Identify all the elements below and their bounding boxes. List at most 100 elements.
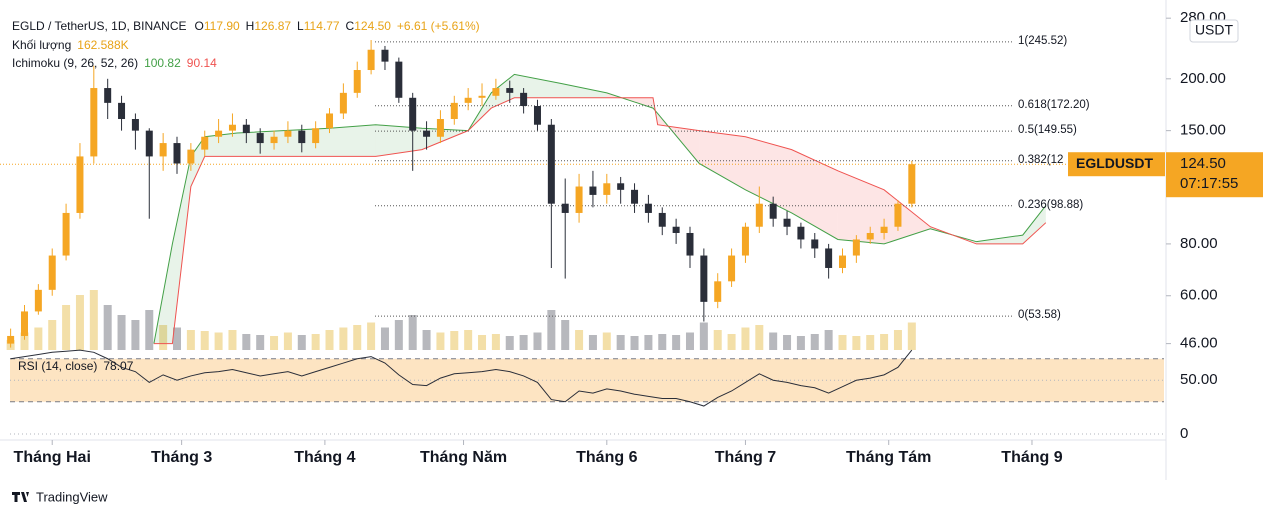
candle-body bbox=[700, 255, 708, 302]
symbol-tag bbox=[1068, 152, 1165, 177]
candle-body bbox=[20, 311, 28, 336]
candle-body bbox=[838, 255, 846, 268]
candle-body bbox=[478, 95, 486, 98]
x-tick-label: Tháng 7 bbox=[715, 449, 776, 466]
logo bbox=[12, 492, 29, 502]
symbol-line: EGLD / TetherUS, 1D, BINANCE bbox=[12, 19, 187, 33]
volume-bar bbox=[893, 330, 902, 350]
candle-body bbox=[908, 164, 916, 204]
candle-body bbox=[215, 130, 223, 137]
volume-bar bbox=[907, 322, 916, 350]
candle-body bbox=[866, 232, 874, 240]
y-tick-label: 80.00 bbox=[1180, 235, 1218, 252]
candle-body bbox=[270, 136, 278, 144]
candle-body bbox=[617, 183, 625, 190]
volume-bar bbox=[450, 331, 459, 350]
volume-bar bbox=[173, 327, 182, 350]
candle-body bbox=[561, 203, 569, 213]
cloud bbox=[837, 170, 885, 244]
fib-label: 0.618(172.20) bbox=[1018, 99, 1090, 111]
ichimoku-legend: Ichimoku (9, 26, 52, 26) 100.82 90.14 bbox=[12, 56, 217, 70]
volume-bar bbox=[491, 334, 500, 350]
candle-body bbox=[506, 88, 514, 93]
rsi-tick-label: 0 bbox=[1180, 425, 1188, 442]
o-value: 117.90 bbox=[204, 19, 240, 33]
volume-bar bbox=[436, 332, 445, 350]
volume-bar bbox=[547, 310, 556, 350]
candle-body bbox=[825, 248, 833, 268]
volume-bar bbox=[575, 330, 584, 350]
candle-body bbox=[631, 189, 639, 204]
ichimoku-label: Ichimoku (9, 26, 52, 26) bbox=[12, 56, 138, 70]
volume-bar bbox=[783, 335, 792, 350]
candle-body bbox=[894, 203, 902, 227]
volume-bar bbox=[297, 335, 306, 350]
candle-body bbox=[242, 124, 250, 134]
candle-body bbox=[547, 124, 555, 204]
cloud bbox=[172, 156, 191, 344]
candle-body bbox=[533, 105, 541, 125]
volume-bar bbox=[658, 334, 667, 350]
y-tick-label: 46.00 bbox=[1180, 335, 1218, 352]
cloud bbox=[491, 74, 515, 109]
cloud bbox=[514, 74, 561, 98]
x-tick-label: Tháng 9 bbox=[1001, 449, 1062, 466]
cloud bbox=[699, 130, 746, 190]
candle-body bbox=[104, 88, 112, 103]
candle-body bbox=[575, 186, 583, 213]
candle-body bbox=[395, 61, 403, 98]
change: +6.61 (+5.61%) bbox=[397, 19, 480, 33]
candle-body bbox=[728, 255, 736, 282]
fib-label: 0.236(98.88) bbox=[1018, 199, 1083, 211]
volume-bar bbox=[685, 332, 694, 350]
header-line: EGLD / TetherUS, 1D, BINANCE O117.90 H126.… bbox=[12, 19, 480, 33]
x-tick-label: Tháng Tám bbox=[846, 449, 931, 466]
volume-bar bbox=[256, 335, 265, 350]
volume-bar bbox=[394, 320, 403, 350]
volume-label: Khối lượng bbox=[12, 38, 71, 52]
volume-bar bbox=[283, 332, 292, 350]
fib-label: 0(53.58) bbox=[1018, 309, 1061, 321]
volume-bar bbox=[741, 327, 750, 350]
currency-box[interactable] bbox=[1189, 19, 1239, 43]
volume-bar bbox=[186, 330, 195, 350]
volume-bar bbox=[588, 335, 597, 350]
candle-body bbox=[145, 130, 153, 157]
volume-bar bbox=[20, 332, 29, 350]
ichimoku-a: 100.82 bbox=[144, 56, 181, 70]
candle-body bbox=[201, 136, 209, 150]
price-tag-label: 124.50 bbox=[1180, 155, 1226, 172]
rsi-label: RSI (14, close) bbox=[18, 359, 97, 373]
candle-body bbox=[312, 128, 320, 144]
h-label: H bbox=[246, 19, 255, 33]
volume-bar bbox=[311, 334, 320, 350]
volume-bar bbox=[727, 334, 736, 350]
volume-value: 162.588K bbox=[77, 38, 128, 52]
volume-bar bbox=[200, 331, 209, 350]
candle-body bbox=[852, 239, 860, 256]
volume-bar bbox=[824, 330, 833, 350]
volume-bar bbox=[713, 330, 722, 350]
volume-bar bbox=[145, 310, 154, 350]
c-value: 124.50 bbox=[354, 19, 391, 33]
candle-body bbox=[672, 226, 680, 233]
o-label: O bbox=[195, 19, 204, 33]
volume-bar bbox=[214, 332, 223, 350]
candle-body bbox=[811, 239, 819, 249]
candle-body bbox=[769, 203, 777, 219]
candle-body bbox=[686, 232, 694, 256]
l-label: L bbox=[297, 19, 304, 33]
volume-bar bbox=[880, 334, 889, 350]
fib-label: 0.5(149.55) bbox=[1018, 124, 1077, 136]
cloud bbox=[560, 83, 607, 98]
candle-body bbox=[464, 97, 472, 103]
currency[interactable]: USDT bbox=[1195, 22, 1234, 38]
volume-bar bbox=[89, 290, 98, 350]
cloud bbox=[421, 128, 469, 150]
volume-bar bbox=[103, 305, 112, 350]
volume-bar bbox=[602, 332, 611, 350]
x-tick-label: Tháng 3 bbox=[151, 449, 212, 466]
candle-body bbox=[353, 70, 361, 93]
y-tick-label: 200.00 bbox=[1180, 70, 1226, 87]
